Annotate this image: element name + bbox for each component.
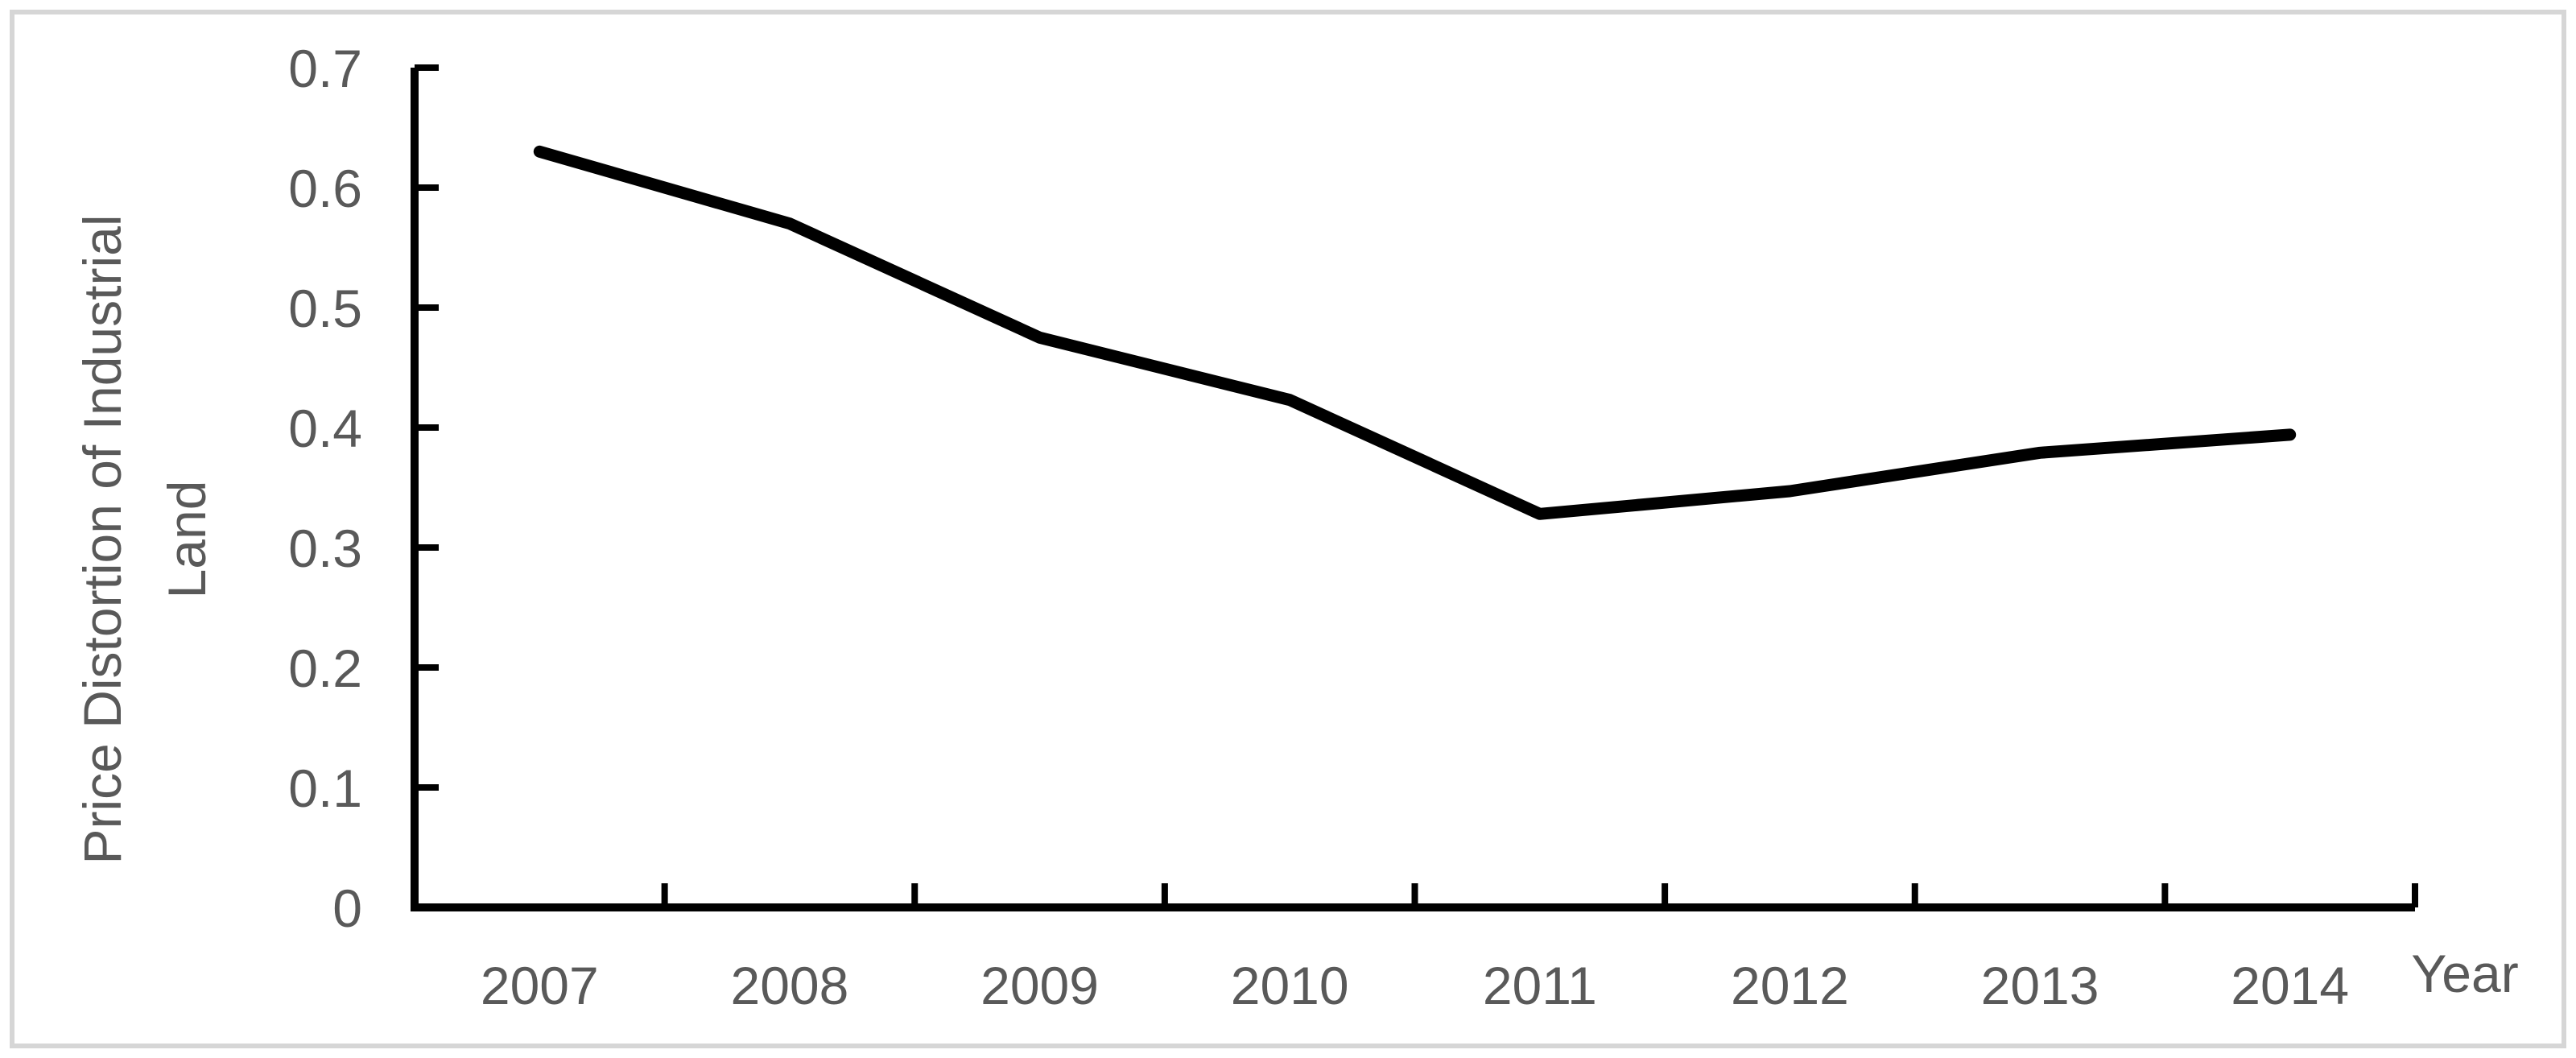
x-tick-label: 2012: [1731, 956, 1849, 1015]
x-tick-label: 2010: [1231, 956, 1349, 1015]
y-axis-title-line1: Price Distortion of Industrial: [72, 215, 132, 865]
x-tick-labels: 2007 2008 2009 2010 2011 2012 2013 2014: [481, 956, 2349, 1015]
x-tick-label: 2014: [2231, 956, 2349, 1015]
x-tick-label: 2011: [1483, 956, 1597, 1015]
x-tick-label: 2013: [1981, 956, 2099, 1015]
y-tick-label: 0.3: [288, 519, 362, 578]
y-tick-label: 0.4: [288, 399, 362, 458]
x-axis-title: Year: [2411, 944, 2518, 1003]
y-tick-label: 0.5: [288, 279, 362, 338]
axis-lines: [411, 68, 2415, 911]
y-tick-label: 0.1: [288, 758, 362, 818]
x-tick-label: 2007: [481, 956, 599, 1015]
chart-border: [10, 10, 2566, 1048]
data-line: [533, 145, 2297, 520]
y-tick-label: 0.6: [288, 159, 362, 218]
y-tick-label: 0.2: [288, 639, 362, 698]
y-tick-label: 0.7: [288, 39, 362, 98]
y-tick-label: 0: [332, 878, 362, 938]
x-tick-label: 2009: [980, 956, 1099, 1015]
x-tick-label: 2008: [731, 956, 849, 1015]
y-axis-title-line2: Land: [157, 481, 217, 599]
y-tick-labels: 0 0.1 0.2 0.3 0.4 0.5 0.6 0.7: [288, 39, 362, 938]
